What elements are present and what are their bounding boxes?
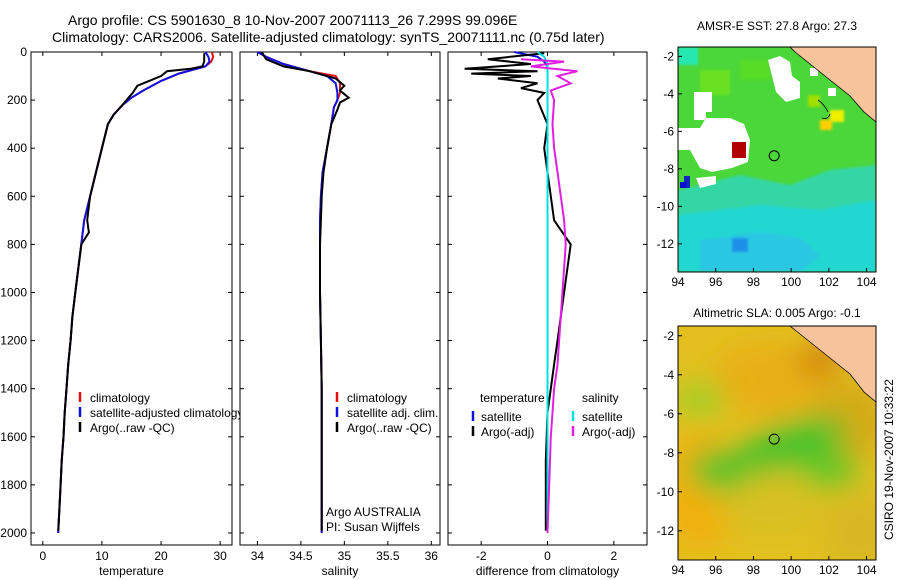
legend-label: Argo(..raw -QC) xyxy=(90,421,175,435)
legend-label: satellite-adjusted climatology xyxy=(90,406,243,420)
map-x-tick-label: 102 xyxy=(819,275,839,289)
legend-label: Argo(-adj) xyxy=(481,425,534,439)
header-line-2: Climatology: CARS2006. Satellite-adjuste… xyxy=(52,29,605,45)
map-y-tick-label: -6 xyxy=(663,407,674,421)
map-y-tick-label: -10 xyxy=(657,485,675,499)
legend-header: temperature xyxy=(480,391,545,405)
map-x-tick-label: 96 xyxy=(709,563,723,577)
x-tick-label: 0 xyxy=(544,549,551,563)
footnote-text: Argo AUSTRALIA xyxy=(326,505,421,519)
land-sla xyxy=(789,326,876,403)
y-tick-label: 1800 xyxy=(0,478,27,492)
sst-field xyxy=(678,47,876,272)
argo-position-marker-sla xyxy=(768,433,780,445)
sst-missing-cells xyxy=(678,56,836,188)
sst-map-title: AMSR-E SST: 27.8 Argo: 27.3 xyxy=(696,19,858,33)
sla-map-title: Altimetric SLA: 0.005 Argo: -0.1 xyxy=(693,306,861,320)
y-tick-label: 1600 xyxy=(0,430,27,444)
legend-label: Argo(-adj) xyxy=(582,425,635,439)
y-tick-label: 400 xyxy=(7,141,27,155)
sla-field xyxy=(678,340,876,560)
legend-label: Argo(..raw -QC) xyxy=(347,421,432,435)
map-x-tick-label: 96 xyxy=(709,275,723,289)
map-x-tick-label: 104 xyxy=(857,275,877,289)
salinity-panel: 34 34.5 35 35.5 36 salinity climatologysatelli… xyxy=(239,51,441,578)
x-tick-label: 2 xyxy=(610,549,617,563)
map-y-tick-label: -4 xyxy=(663,368,674,382)
legend-label: climatology xyxy=(90,391,150,405)
x-axis-label: salinity xyxy=(322,564,359,578)
sla-map-frame: 94 96 98 100 102 104 -2 -4 -6 -8 -10 -12 xyxy=(657,325,877,577)
map-x-tick-label: 94 xyxy=(671,563,685,577)
plot-frame xyxy=(30,51,233,546)
x-tick-label: -2 xyxy=(476,549,487,563)
legend-label: satellite xyxy=(582,410,623,424)
map-x-tick-label: 100 xyxy=(781,563,801,577)
map-y-tick-label: -6 xyxy=(663,124,674,138)
x-tick-label: 10 xyxy=(95,549,109,563)
x-tick-label: 35 xyxy=(338,549,352,563)
legend-label: climatology xyxy=(347,391,407,405)
y-tick-label: 1200 xyxy=(0,334,27,348)
x-tick-label: 34 xyxy=(251,549,265,563)
map-x-tick-label: 94 xyxy=(671,275,685,289)
map-y-tick-label: -4 xyxy=(663,87,674,101)
x-tick-label: 36 xyxy=(425,549,439,563)
y-tick-label: 600 xyxy=(7,189,27,203)
x-tick-label: 30 xyxy=(213,549,227,563)
y-tick-label: 2000 xyxy=(0,526,27,540)
series-line xyxy=(260,51,351,531)
footnote-text: PI: Susan Wijffels xyxy=(326,520,420,534)
map-y-tick-label: -8 xyxy=(663,446,674,460)
map-x-tick-label: 98 xyxy=(747,275,761,289)
sst-map-frame: 94 96 98 100 102 104 -2 -4 -6 -8 -10 -12 xyxy=(657,46,877,289)
map-y-tick-label: -10 xyxy=(657,199,675,213)
x-tick-label: 0 xyxy=(39,549,46,563)
series-line xyxy=(57,53,206,531)
x-axis-label: temperature xyxy=(99,564,164,578)
map-x-tick-label: 104 xyxy=(857,563,877,577)
y-tick-label: 800 xyxy=(7,237,27,251)
temperature-panel: 0 10 20 30 0 200 400 600 800 1000 1200 1400 1600 1800… xyxy=(0,45,243,578)
map-y-tick-label: -2 xyxy=(663,49,674,63)
x-tick-label: 20 xyxy=(154,549,168,563)
map-x-tick-label: 100 xyxy=(781,275,801,289)
y-tick-label: 1400 xyxy=(0,382,27,396)
map-y-tick-label: -12 xyxy=(657,237,675,251)
x-tick-label: 34.5 xyxy=(289,549,313,563)
land-sst xyxy=(789,47,876,123)
argo-position-marker-sst xyxy=(768,150,780,162)
map-y-tick-label: -12 xyxy=(657,524,675,538)
series-line xyxy=(520,58,578,534)
series-line xyxy=(536,51,549,533)
header-line-1: Argo profile: CS 5901630_8 10-Nov-2007 2… xyxy=(68,12,518,28)
map-y-tick-label: -8 xyxy=(663,162,674,176)
map-x-tick-label: 102 xyxy=(819,563,839,577)
x-tick-label: 35.5 xyxy=(376,549,400,563)
legend-label: satellite xyxy=(481,410,522,424)
y-tick-label: 1000 xyxy=(0,285,27,299)
plot-frame xyxy=(239,51,441,546)
map-x-tick-label: 98 xyxy=(747,563,761,577)
sla-map xyxy=(678,326,876,560)
y-tick-label: 0 xyxy=(20,45,27,59)
legend-header: salinity xyxy=(582,391,619,405)
sst-hot-cell xyxy=(732,142,746,158)
y-tick-label: 200 xyxy=(7,93,27,107)
legend-label: satellite adj. clim. xyxy=(347,406,438,420)
map-y-tick-label: -2 xyxy=(663,329,674,343)
x-axis-label: difference from climatology xyxy=(476,564,619,578)
